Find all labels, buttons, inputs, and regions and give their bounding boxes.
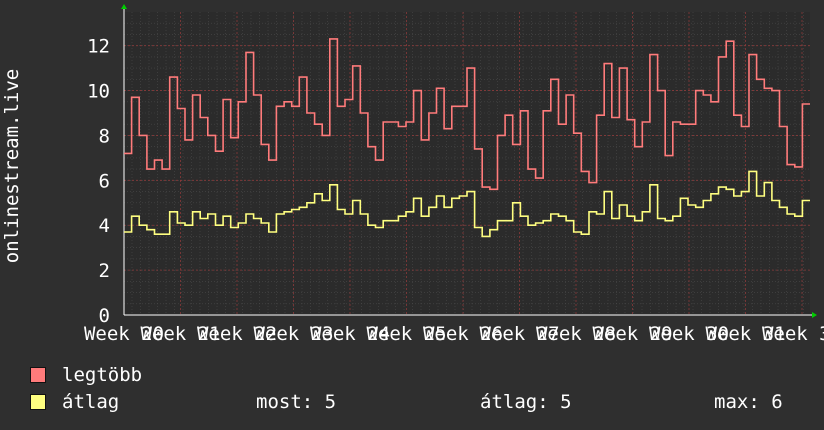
x-tick-label: Week 30: [649, 323, 729, 345]
x-tick-label: Week 25: [366, 323, 446, 345]
y-tick-labels: 0 2 4 6 8 10 12: [87, 36, 110, 327]
x-tick-label: Week 29: [592, 323, 672, 345]
y-axis-arrow: [121, 4, 127, 9]
x-axis-arrow: [812, 312, 817, 318]
axes: [121, 4, 817, 318]
y-tick-label: 6: [99, 170, 110, 192]
y-tick-label: 4: [99, 215, 110, 237]
x-tick-label: Week 27: [479, 323, 559, 345]
x-tick-label: Week 32: [762, 323, 824, 345]
y-axis-label: onlinestream.live: [1, 69, 23, 263]
y-tick-label: 2: [99, 260, 110, 282]
y-tick-label: 12: [87, 36, 110, 58]
plot-background: [124, 12, 810, 315]
x-tick-label: Week 22: [197, 323, 277, 345]
series-line-max: [124, 38, 810, 191]
series-line-avg: [124, 170, 810, 238]
x-tick-label: Week 24: [310, 323, 390, 345]
x-tick-label: Week 26: [423, 323, 503, 345]
x-tick-label: Week 21: [140, 323, 220, 345]
x-tick-label: Week 31: [705, 323, 785, 345]
x-tick-label: Week 28: [536, 323, 616, 345]
y-tick-label: 10: [87, 81, 110, 103]
x-tick-label: Week 20: [84, 323, 164, 345]
x-tick-label: Week 23: [253, 323, 333, 345]
y-tick-label: 8: [99, 125, 110, 147]
series-lines: [124, 38, 810, 238]
y-tick-label: 0: [99, 305, 110, 327]
